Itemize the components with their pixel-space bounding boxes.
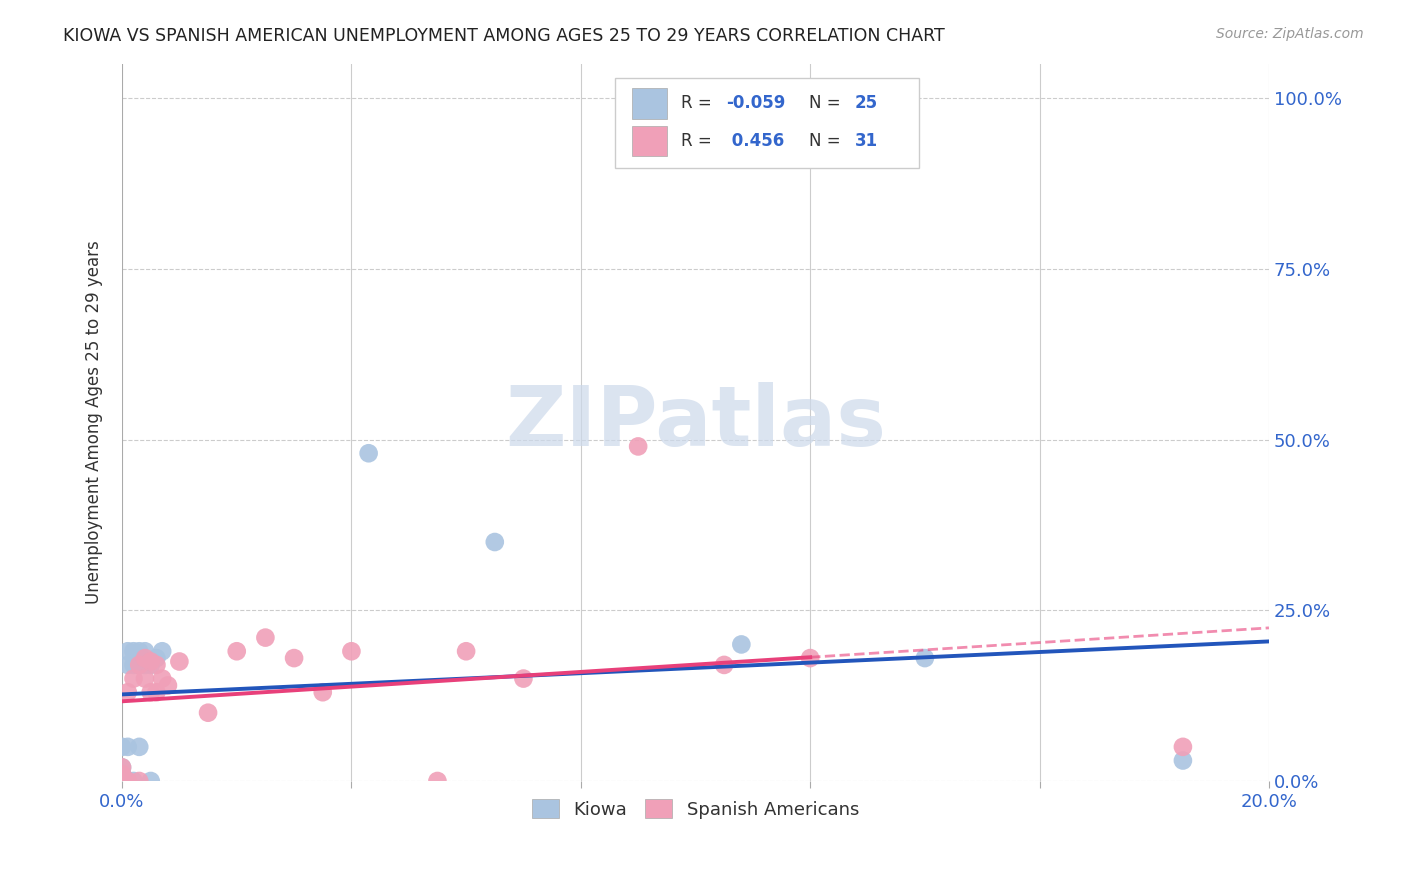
Point xyxy=(150,644,173,658)
Point xyxy=(117,657,139,672)
Point xyxy=(134,657,156,672)
Point xyxy=(122,774,145,789)
Text: ZIPatlas: ZIPatlas xyxy=(505,382,886,463)
Point xyxy=(456,644,478,658)
Point xyxy=(111,760,134,774)
Point xyxy=(111,767,134,781)
Point xyxy=(145,657,167,672)
Point xyxy=(139,685,162,699)
Text: R =: R = xyxy=(681,132,721,150)
Point xyxy=(111,774,134,789)
Point xyxy=(139,774,162,789)
Text: KIOWA VS SPANISH AMERICAN UNEMPLOYMENT AMONG AGES 25 TO 29 YEARS CORRELATION CHA: KIOWA VS SPANISH AMERICAN UNEMPLOYMENT A… xyxy=(63,27,945,45)
Point xyxy=(111,739,134,754)
Point xyxy=(122,657,145,672)
Point xyxy=(627,439,650,453)
Point xyxy=(169,655,191,669)
Point xyxy=(357,446,380,460)
Point xyxy=(150,672,173,686)
Point xyxy=(914,651,936,665)
Point xyxy=(512,672,534,686)
Point xyxy=(283,651,305,665)
Point xyxy=(128,644,150,658)
Point xyxy=(1171,754,1194,768)
Point xyxy=(117,685,139,699)
Point xyxy=(117,644,139,658)
FancyBboxPatch shape xyxy=(633,126,666,156)
Point xyxy=(122,672,145,686)
Point xyxy=(426,774,449,789)
Point xyxy=(134,644,156,658)
Point xyxy=(111,760,134,774)
Text: N =: N = xyxy=(808,95,846,112)
Legend: Kiowa, Spanish Americans: Kiowa, Spanish Americans xyxy=(524,792,866,826)
Point xyxy=(134,651,156,665)
Text: 31: 31 xyxy=(855,132,877,150)
Point xyxy=(799,651,821,665)
FancyBboxPatch shape xyxy=(616,78,920,168)
FancyBboxPatch shape xyxy=(633,88,666,119)
Point xyxy=(730,637,752,651)
Point xyxy=(111,774,134,789)
Point xyxy=(134,672,156,686)
Point xyxy=(117,774,139,789)
Point xyxy=(117,774,139,789)
Point xyxy=(111,774,134,789)
Point xyxy=(145,651,167,665)
Point xyxy=(128,739,150,754)
Point xyxy=(111,767,134,781)
Text: R =: R = xyxy=(681,95,717,112)
Point xyxy=(122,644,145,658)
Text: Source: ZipAtlas.com: Source: ZipAtlas.com xyxy=(1216,27,1364,41)
Point xyxy=(139,657,162,672)
Point xyxy=(128,774,150,789)
Point xyxy=(340,644,363,658)
Point xyxy=(254,631,277,645)
Y-axis label: Unemployment Among Ages 25 to 29 years: Unemployment Among Ages 25 to 29 years xyxy=(86,241,103,605)
Point xyxy=(312,685,335,699)
Point xyxy=(139,655,162,669)
Point xyxy=(225,644,247,658)
Point xyxy=(145,685,167,699)
Point xyxy=(484,535,506,549)
Point xyxy=(117,739,139,754)
Point xyxy=(1171,739,1194,754)
Point xyxy=(128,657,150,672)
Text: N =: N = xyxy=(808,132,846,150)
Point xyxy=(156,678,179,692)
Text: 25: 25 xyxy=(855,95,877,112)
Text: -0.059: -0.059 xyxy=(727,95,786,112)
Text: 0.456: 0.456 xyxy=(727,132,785,150)
Point xyxy=(197,706,219,720)
Point xyxy=(713,657,735,672)
Point xyxy=(128,657,150,672)
